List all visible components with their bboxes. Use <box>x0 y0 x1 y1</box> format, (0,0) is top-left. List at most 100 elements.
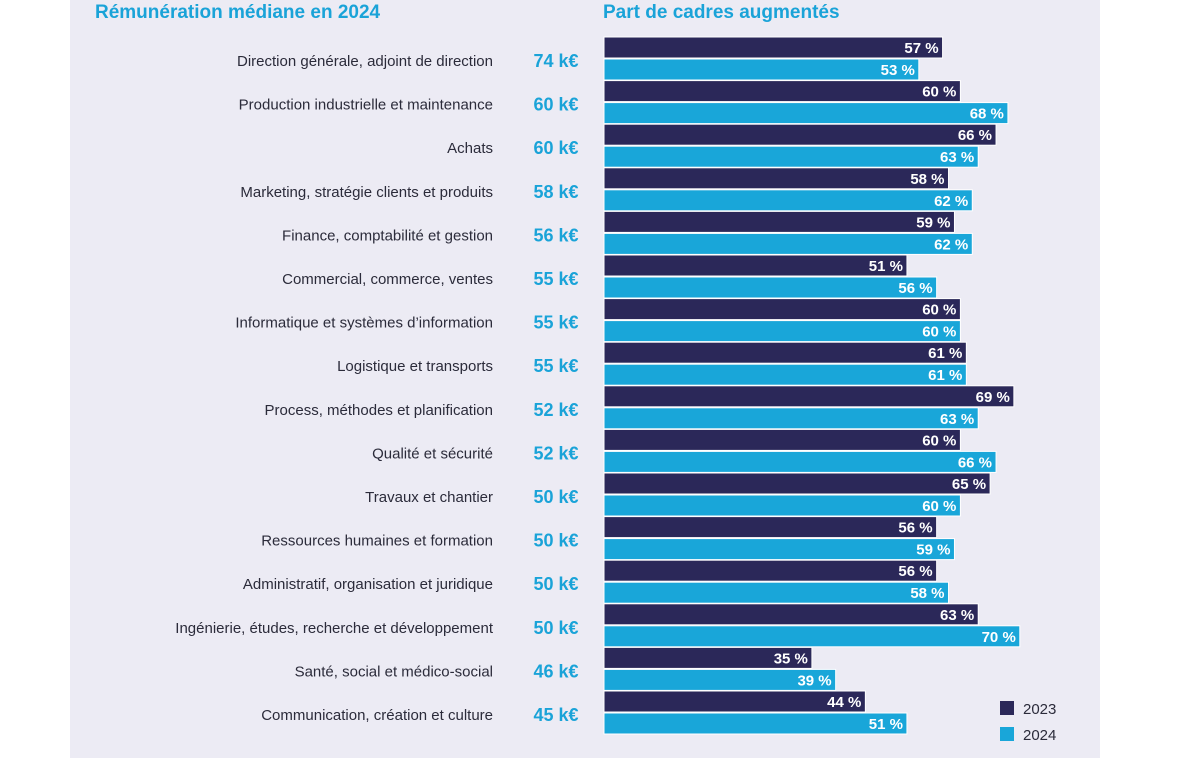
bar-2024 <box>603 712 908 735</box>
bar-2024 <box>603 232 973 255</box>
median-salary-label: 50 k€ <box>533 487 578 507</box>
bar-value-label-2024: 60 % <box>922 498 956 515</box>
median-salary-label: 74 k€ <box>533 51 578 71</box>
bar-value-label-2024: 53 % <box>881 62 915 79</box>
share-chart-title: Part de cadres augmentés <box>603 2 840 23</box>
category-label: Ressources humaines et formation <box>261 533 493 550</box>
bar-value-label-2024: 62 % <box>934 236 968 253</box>
bar-2024 <box>603 668 837 691</box>
category-label: Administratif, organisation et juridique <box>243 576 493 593</box>
chart-row: Finance, comptabilité et gestion 56 k€ 59 … <box>282 210 973 255</box>
bar-value-label-2024: 59 % <box>916 542 950 559</box>
bar-value-label-2024: 58 % <box>910 585 944 602</box>
bar-value-label-2023: 35 % <box>774 650 808 667</box>
bar-2023 <box>603 123 997 146</box>
bar-2023 <box>603 516 938 539</box>
chart-row: Qualité et sécurité 52 k€ 60 %66 % <box>372 428 997 473</box>
category-label: Informatique et systèmes d’information <box>235 315 493 332</box>
category-label: Commercial, commerce, ventes <box>282 271 493 288</box>
bar-2024 <box>603 145 979 168</box>
category-label: Ingénierie, études, recherche et dévelop… <box>175 620 494 637</box>
median-salary-label: 60 k€ <box>533 95 578 115</box>
bar-2023 <box>603 559 938 582</box>
category-label: Communication, création et culture <box>261 707 493 724</box>
bar-2024 <box>603 320 961 343</box>
bar-value-label-2024: 62 % <box>934 193 968 210</box>
bar-2024 <box>603 450 997 473</box>
bar-2024 <box>603 189 973 212</box>
chart-row: Travaux et chantier 50 k€ 65 % 60 % <box>365 472 991 517</box>
bar-2023 <box>603 341 967 364</box>
category-label: Achats <box>447 140 493 157</box>
legend: 2023 2024 <box>1000 701 1056 744</box>
bar-2024 <box>603 58 920 81</box>
bar-value-label-2024: 66 % <box>958 454 992 471</box>
bar-2024 <box>603 538 955 561</box>
median-salary-label: 55 k€ <box>533 356 578 376</box>
median-salary-label: 50 k€ <box>533 531 578 551</box>
bar-value-label-2024: 63 % <box>940 149 974 166</box>
chart-row: Communication, création et culture 45 k€ 4… <box>261 690 908 735</box>
category-label: Direction générale, adjoint de direction <box>237 53 493 70</box>
median-salary-label: 52 k€ <box>533 400 578 420</box>
category-label: Production industrielle et maintenance <box>239 97 493 114</box>
bar-value-label-2023: 44 % <box>827 694 861 711</box>
median-salary-label: 46 k€ <box>533 661 578 681</box>
median-salary-label: 56 k€ <box>533 225 578 245</box>
bar-2024 <box>603 494 961 517</box>
median-salary-label: 50 k€ <box>533 574 578 594</box>
category-label: Marketing, stratégie clients et produits <box>240 184 493 201</box>
median-salary-label: 45 k€ <box>533 705 578 725</box>
bar-value-label-2024: 56 % <box>898 280 932 297</box>
category-label: Finance, comptabilité et gestion <box>282 227 493 244</box>
bar-value-label-2024: 39 % <box>797 672 831 689</box>
category-label: Process, méthodes et planification <box>265 402 493 419</box>
bar-value-label-2023: 58 % <box>910 171 944 188</box>
legend-swatch-2024 <box>1000 727 1014 741</box>
bar-value-label-2023: 59 % <box>916 214 950 231</box>
salary-column-title: Rémunération médiane en 2024 <box>95 2 381 23</box>
bar-value-label-2023: 65 % <box>952 476 986 493</box>
chart-row: Process, méthodes et planification 52 k€ 6… <box>265 385 1015 430</box>
chart-row: Ingénierie, études, recherche et dévelop… <box>175 603 1021 648</box>
bar-2023 <box>603 428 961 451</box>
legend-swatch-2023 <box>1000 701 1014 715</box>
bar-2023 <box>603 603 979 626</box>
bar-2023 <box>603 167 950 190</box>
bar-2024 <box>603 581 950 604</box>
bar-2023 <box>603 690 866 713</box>
median-salary-label: 52 k€ <box>533 443 578 463</box>
bar-value-label-2024: 68 % <box>970 106 1004 123</box>
bar-value-label-2023: 60 % <box>922 432 956 449</box>
median-salary-label: 55 k€ <box>533 313 578 333</box>
bar-value-label-2023: 66 % <box>958 127 992 144</box>
category-label: Santé, social et médico-social <box>295 663 493 680</box>
bar-value-label-2024: 63 % <box>940 411 974 428</box>
bar-2024 <box>603 407 979 430</box>
bar-value-label-2023: 56 % <box>898 520 932 537</box>
bar-value-label-2024: 60 % <box>922 324 956 341</box>
category-label: Travaux et chantier <box>365 489 493 506</box>
median-salary-label: 55 k€ <box>533 269 578 289</box>
legend-label-2024: 2024 <box>1023 727 1056 744</box>
bar-2023 <box>603 472 991 495</box>
bar-2023 <box>603 80 961 103</box>
bar-value-label-2023: 57 % <box>904 40 938 57</box>
bar-2023 <box>603 36 944 59</box>
chart-row: Administratif, organisation et juridique… <box>243 559 950 604</box>
bar-value-label-2023: 69 % <box>976 389 1010 406</box>
bar-value-label-2024: 51 % <box>869 716 903 733</box>
median-salary-label: 50 k€ <box>533 618 578 638</box>
bar-value-label-2023: 63 % <box>940 607 974 624</box>
chart-row: Informatique et systèmes d’information 55… <box>235 298 961 343</box>
bar-value-label-2023: 51 % <box>869 258 903 275</box>
median-salary-label: 58 k€ <box>533 182 578 202</box>
bar-2023 <box>603 210 955 233</box>
bar-value-label-2023: 60 % <box>922 84 956 101</box>
bar-2023 <box>603 254 908 277</box>
bar-2024 <box>603 276 938 299</box>
median-salary-label: 60 k€ <box>533 138 578 158</box>
bar-value-label-2023: 56 % <box>898 563 932 580</box>
bar-2024 <box>603 625 1021 648</box>
